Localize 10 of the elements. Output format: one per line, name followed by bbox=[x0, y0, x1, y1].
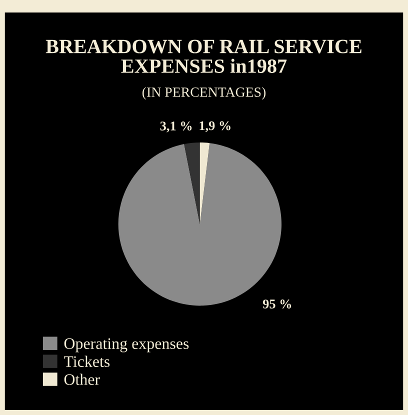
data-label: 95 % bbox=[262, 300, 292, 308]
legend-label: Tickets bbox=[64, 356, 110, 367]
legend-label: Operating expenses bbox=[64, 338, 189, 352]
chart-title: BREAKDOWN OF RAIL SERVICE EXPENSES in1987 bbox=[46, 40, 362, 73]
data-label: 1,9 % bbox=[200, 121, 230, 132]
legend-label: Other bbox=[64, 374, 100, 385]
pie-slice bbox=[200, 142, 210, 224]
pie-slice bbox=[184, 142, 200, 224]
data-label: 3,1 % bbox=[160, 122, 192, 132]
chart-subtitle: (IN PERCENTAGES) bbox=[142, 87, 266, 100]
